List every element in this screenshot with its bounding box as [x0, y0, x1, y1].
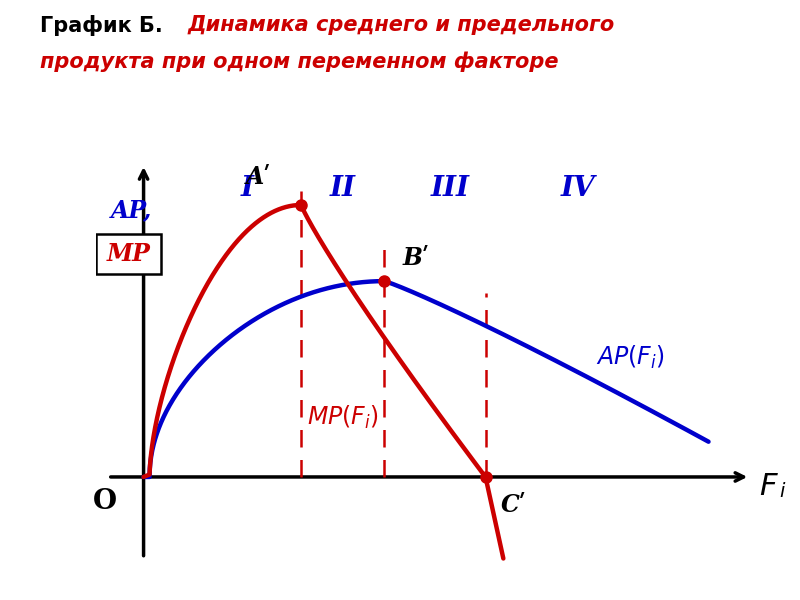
Text: Динамика среднего и предельного: Динамика среднего и предельного	[188, 15, 615, 35]
Text: AP,: AP,	[111, 199, 152, 223]
Text: Cʹ: Cʹ	[500, 493, 526, 517]
Text: I: I	[241, 175, 254, 202]
Text: продукта при одном переменном факторе: продукта при одном переменном факторе	[40, 51, 558, 71]
Text: $\mathit{i}$: $\mathit{i}$	[778, 482, 786, 502]
FancyBboxPatch shape	[96, 233, 162, 274]
Text: График Б.: График Б.	[40, 15, 170, 36]
Text: MP: MP	[106, 242, 150, 266]
Text: $\mathit{AP(F_i)}$: $\mathit{AP(F_i)}$	[595, 344, 665, 371]
Text: Aʹ: Aʹ	[246, 164, 271, 188]
Text: II: II	[330, 175, 356, 202]
Text: IV: IV	[561, 175, 595, 202]
Text: Bʹ: Bʹ	[402, 246, 430, 270]
Text: III: III	[430, 175, 470, 202]
Text: $\mathit{F}$: $\mathit{F}$	[759, 472, 779, 501]
Text: O: O	[93, 488, 117, 515]
Text: $\mathit{MP(F_i)}$: $\mathit{MP(F_i)}$	[307, 404, 378, 431]
